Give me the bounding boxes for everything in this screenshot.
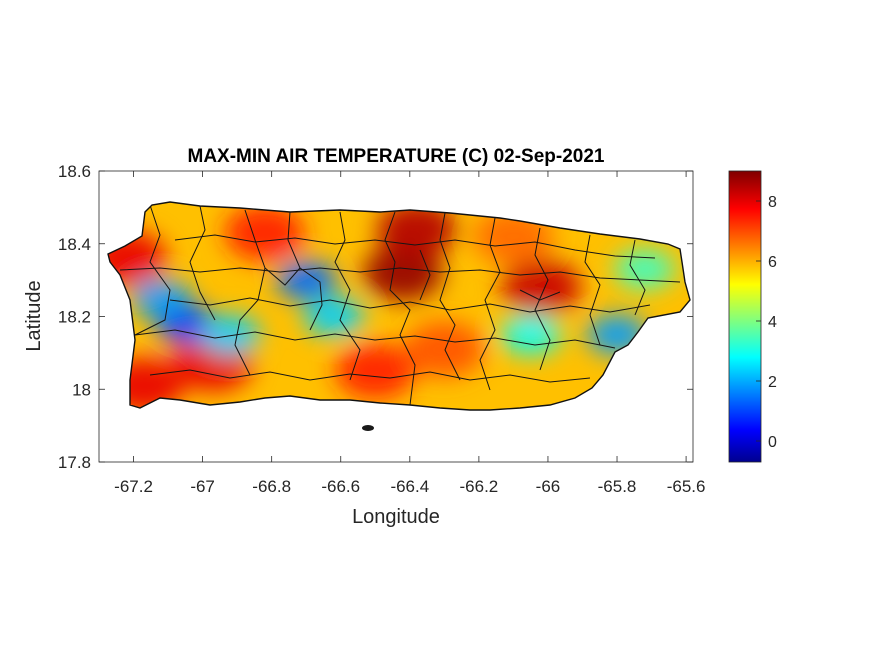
colorbar-tick-label: 4 — [768, 314, 777, 331]
hotspot — [335, 343, 416, 400]
x-axis: -67.2 -67 -66.8 -66.6 -66.4 -66.2 -66 -65.8 -65.… — [114, 171, 705, 496]
hotspot — [501, 259, 582, 316]
coldspot — [200, 314, 261, 355]
x-tick-label: -65.8 — [598, 477, 637, 496]
colorbar-tick-label: 0 — [768, 434, 777, 451]
y-tick-label: 18 — [72, 380, 91, 399]
hotspot — [108, 230, 167, 287]
islet — [362, 425, 374, 431]
coldspot — [500, 314, 561, 355]
chart-title: MAX-MIN AIR TEMPERATURE (C) 02-Sep-2021 — [188, 146, 605, 167]
y-axis-label: Latitude — [23, 280, 45, 351]
x-tick-label: -66.8 — [252, 477, 291, 496]
colorbar-tick-label: 6 — [768, 254, 777, 271]
colorbar-tick-label: 2 — [768, 374, 777, 391]
x-tick-label: -66.4 — [390, 477, 429, 496]
y-tick-label: 18.6 — [58, 162, 91, 181]
x-tick-label: -67.2 — [114, 477, 153, 496]
colorbar-ticks: 0 2 4 6 8 — [756, 194, 777, 451]
x-tick-label: -65.6 — [667, 477, 706, 496]
x-axis-label: Longitude — [352, 506, 440, 528]
x-tick-label: -66 — [536, 477, 561, 496]
y-axis: 17.8 18 18.2 18.4 18.6 — [58, 162, 693, 472]
y-tick-label: 18.4 — [58, 235, 91, 254]
x-tick-label: -66.2 — [460, 477, 499, 496]
municipality-borders — [119, 204, 681, 406]
colorbar-tick-label: 8 — [768, 194, 777, 211]
coldspot — [614, 249, 675, 290]
y-tick-label: 17.8 — [58, 453, 91, 472]
coldspot — [276, 260, 337, 301]
x-tick-label: -66.6 — [321, 477, 360, 496]
hotspot — [224, 204, 305, 261]
hotspot — [362, 244, 443, 301]
coldspot — [303, 296, 364, 337]
colorbar — [728, 170, 762, 463]
coldspot — [131, 278, 192, 319]
x-tick-label: -67 — [190, 477, 215, 496]
hotspot — [404, 321, 485, 378]
y-tick-label: 18.2 — [58, 308, 91, 327]
